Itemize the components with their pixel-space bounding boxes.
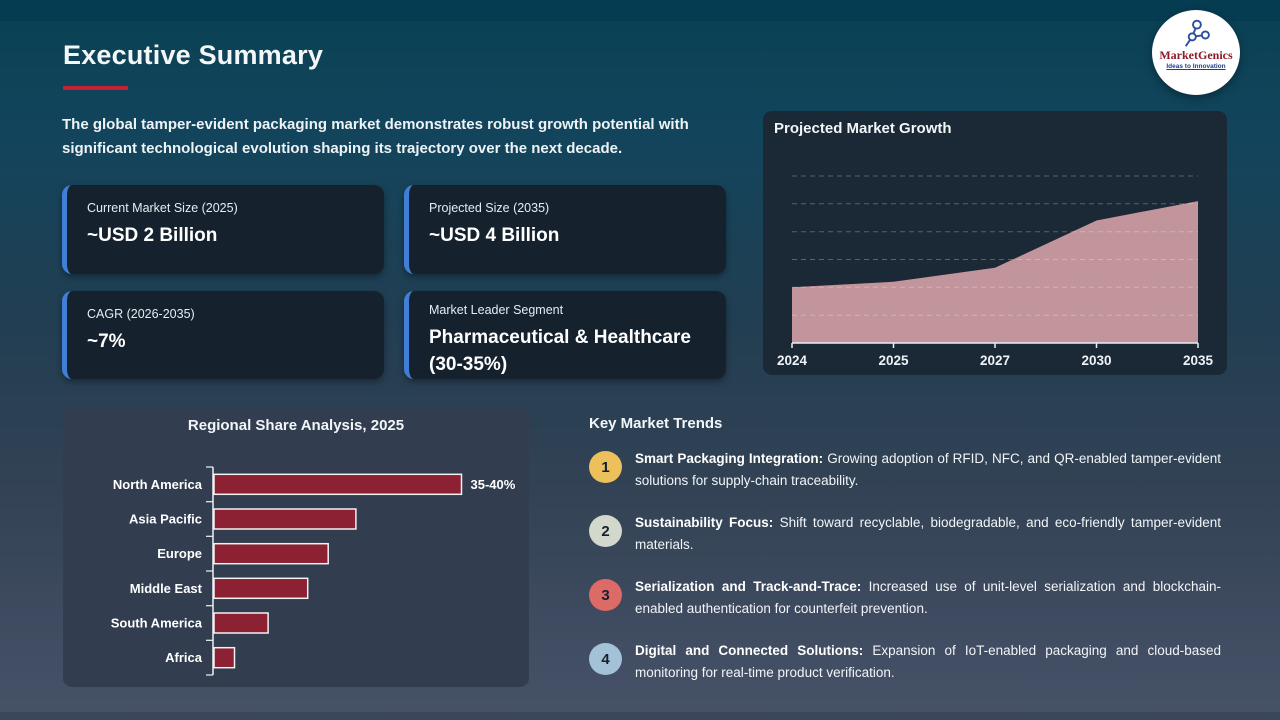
svg-text:South America: South America (111, 616, 203, 631)
stat-label: Market Leader Segment (429, 303, 564, 317)
growth-area-chart: 2024 2025 2027 2030 2035 (777, 175, 1214, 368)
stat-value: ~7% (87, 331, 126, 352)
stat-card-leader-segment: Market Leader Segment Pharmaceutical & H… (404, 291, 726, 379)
svg-text:2035: 2035 (1183, 353, 1214, 368)
trend-text: Smart Packaging Integration: Growing ado… (635, 451, 1221, 488)
svg-text:Middle East: Middle East (130, 581, 203, 596)
stat-value: ~USD 2 Billion (87, 225, 218, 246)
molecule-icon (1184, 19, 1210, 47)
logo-tagline: Ideas to Innovation (1166, 63, 1226, 70)
svg-text:35-40%: 35-40% (471, 477, 516, 492)
stat-card-current-market-size: Current Market Size (2025) ~USD 2 Billio… (62, 185, 384, 274)
svg-text:Asia Pacific: Asia Pacific (129, 512, 202, 527)
trend-text: Serialization and Track-and-Trace: Incre… (635, 579, 1222, 616)
trend-item-4: 4 Digital and Connected Solutions: Expans… (589, 640, 1223, 683)
stat-value: Pharmaceutical & Healthcare (30-35%) (429, 327, 691, 375)
stat-label: Current Market Size (2025) (87, 201, 238, 215)
intro-paragraph: The global tamper-evident packaging mark… (62, 116, 689, 157)
svg-text:Europe: Europe (157, 546, 202, 561)
trend-item-2: 2 Sustainability Focus: Shift toward recy… (589, 512, 1223, 555)
svg-text:2027: 2027 (980, 353, 1010, 368)
stat-value: ~USD 4 Billion (429, 225, 560, 246)
stat-card-projected-size: Projected Size (2035) ~USD 4 Billion (404, 185, 726, 274)
svg-text:North America: North America (113, 477, 203, 492)
svg-text:Africa: Africa (165, 650, 203, 665)
top-strip (0, 0, 1280, 21)
regional-bar-chart: North America 35-40% Asia Pacific Europe Mid… (111, 466, 516, 676)
trend-item-1: 1 Smart Packaging Integration: Growing ad… (589, 448, 1223, 491)
page-title: Executive Summary (63, 40, 324, 70)
svg-text:2030: 2030 (1081, 353, 1111, 368)
trend-text: Digital and Connected Solutions: Expansi… (635, 643, 1222, 680)
stat-label: Projected Size (2035) (429, 201, 550, 215)
svg-text:2025: 2025 (878, 353, 909, 368)
regional-share-panel: North America 35-40% Asia Pacific Europe Mid… (63, 408, 529, 687)
growth-chart-title: Projected Market Growth (774, 120, 952, 137)
logo-name: MarketGenics (1159, 48, 1233, 62)
trend-number-badge: 3 (589, 579, 622, 611)
svg-text:2024: 2024 (777, 353, 808, 368)
trend-number-badge: 2 (589, 515, 622, 547)
projected-market-growth-panel: 2024 2025 2027 2030 2035 Projected Market Gr… (763, 111, 1227, 375)
trend-number-badge: 1 (589, 451, 622, 483)
stat-card-cagr: CAGR (2026-2035) ~7% (62, 291, 384, 379)
title-underline (63, 86, 128, 90)
bottom-strip (0, 712, 1280, 720)
key-market-trends-heading: Key Market Trends (589, 415, 723, 432)
stat-label: CAGR (2026-2035) (87, 307, 195, 321)
regional-chart-title: Regional Share Analysis, 2025 (187, 417, 405, 434)
trend-number-badge: 4 (589, 643, 622, 675)
trend-text: Sustainability Focus: Shift toward recyc… (635, 515, 1221, 552)
trend-item-3: 3 Serialization and Track-and-Trace: Incr… (589, 576, 1223, 619)
marketgenics-logo: MarketGenics Ideas to Innovation (1152, 10, 1240, 95)
trend-list: 1 Smart Packaging Integration: Growing ad… (589, 448, 1223, 704)
